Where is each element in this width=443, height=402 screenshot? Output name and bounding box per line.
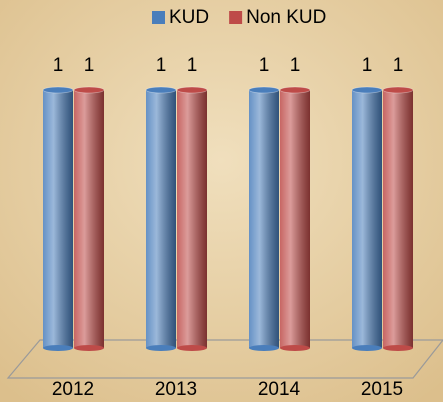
value-label: 1: [53, 55, 64, 76]
bar-shade: [43, 90, 73, 348]
bar-cap: [279, 86, 311, 94]
legend-swatch: [152, 11, 165, 24]
bar: [279, 86, 311, 351]
value-label: 1: [156, 55, 167, 76]
value-label: 1: [259, 55, 270, 76]
bar-shade: [146, 90, 176, 348]
bar: [248, 86, 280, 351]
bar-cap: [145, 86, 177, 94]
floor: [6, 339, 443, 379]
x-tick-label: 2012: [52, 379, 94, 400]
bar-cap: [351, 86, 383, 94]
value-label: 1: [362, 55, 373, 76]
bar-shade: [74, 90, 104, 348]
value-label: 1: [84, 55, 95, 76]
bar-shade: [249, 90, 279, 348]
legend-label: KUD: [169, 7, 209, 28]
bar-bottom: [43, 345, 73, 351]
bar: [351, 86, 383, 351]
bar: [382, 86, 414, 351]
bar-shade: [352, 90, 382, 348]
bar-bottom: [352, 345, 382, 351]
bar-cap: [176, 86, 208, 94]
bar-bottom: [74, 345, 104, 351]
legend-label: Non KUD: [246, 7, 326, 28]
bar-cap: [382, 86, 414, 94]
bar-bottom: [280, 345, 310, 351]
value-label: 1: [290, 55, 301, 76]
bar-bottom: [383, 345, 413, 351]
x-tick-label: 2015: [361, 379, 403, 400]
legend-swatch: [229, 11, 243, 24]
bar-shade: [177, 90, 207, 348]
bar-shade: [383, 90, 413, 348]
x-tick-label: 2014: [258, 379, 301, 400]
value-label: 1: [187, 55, 198, 76]
bar: [176, 86, 208, 351]
bar-bottom: [249, 345, 279, 351]
bar-cap: [248, 86, 280, 94]
bar-bottom: [177, 345, 207, 351]
bar: [73, 86, 105, 351]
bar: [42, 86, 74, 351]
x-tick-label: 2013: [155, 379, 197, 400]
bar-cap: [42, 86, 74, 94]
bar: [145, 86, 177, 351]
bar-bottom: [146, 345, 176, 351]
bar-shade: [280, 90, 310, 348]
bar-cap: [73, 86, 105, 94]
value-label: 1: [393, 55, 404, 76]
